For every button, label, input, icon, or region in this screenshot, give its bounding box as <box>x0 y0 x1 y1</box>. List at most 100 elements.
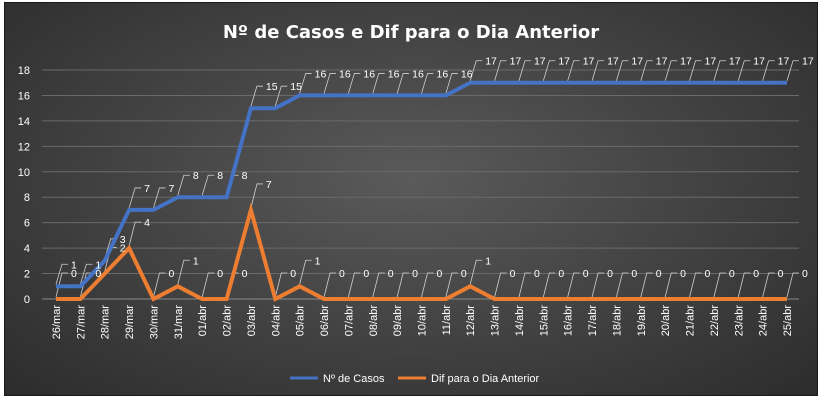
data-label-dif: 0 <box>680 268 686 280</box>
leader-line-dif <box>421 272 434 298</box>
leader-line-dif <box>518 272 531 298</box>
x-tick-label: 15/abr <box>538 305 550 337</box>
data-label-casos: 17 <box>778 56 790 68</box>
leader-line-dif <box>762 272 775 298</box>
leader-line-casos <box>494 60 507 81</box>
leader-line-dif <box>786 272 799 298</box>
data-label-casos: 3 <box>120 234 126 246</box>
x-tick-label: 05/abr <box>295 305 307 337</box>
leader-line-dif <box>616 272 629 298</box>
data-label-dif: 0 <box>388 268 394 280</box>
data-label-casos: 15 <box>290 81 302 93</box>
data-label-dif: 0 <box>558 268 564 280</box>
x-tick-label: 03/abr <box>246 305 258 337</box>
leader-line-dif <box>494 272 507 298</box>
series-line-numero-casos <box>56 80 787 289</box>
x-tick-label: 01/abr <box>197 305 209 337</box>
data-label-casos: 16 <box>339 68 351 80</box>
data-label-casos: 16 <box>437 68 449 80</box>
leader-line-casos <box>591 60 605 81</box>
data-label-dif: 1 <box>315 255 321 267</box>
data-label-dif: 0 <box>339 268 345 280</box>
leader-line-dif <box>542 272 556 298</box>
x-tick-label: 11/abr <box>441 305 453 336</box>
x-tick-label: 02/abr <box>222 305 234 337</box>
data-label-dif: 0 <box>583 268 589 280</box>
leader-line-dif <box>177 259 190 285</box>
data-label-dif: 0 <box>437 268 443 280</box>
leader-line-casos <box>567 60 580 81</box>
leader-line-dif <box>299 259 312 285</box>
data-label-dif: 0 <box>168 268 174 280</box>
data-label-dif: 4 <box>144 217 150 229</box>
data-label-dif: 0 <box>242 268 248 280</box>
leader-line-dif <box>640 272 653 298</box>
data-label-dif: 2 <box>120 243 126 255</box>
x-tick-label: 09/abr <box>392 305 404 337</box>
leader-line-casos <box>348 73 361 94</box>
leader-line-dif <box>567 272 580 298</box>
x-tick-label: 30/mar <box>148 305 160 340</box>
data-label-casos: 7 <box>144 183 150 195</box>
leader-line-casos <box>518 60 531 81</box>
y-tick-label: 2 <box>24 269 30 281</box>
series-line-dif-dia-anterior <box>56 202 787 302</box>
x-tick-label: 13/abr <box>490 305 502 337</box>
leader-line-casos <box>55 263 68 285</box>
data-label-casos: 15 <box>266 81 278 93</box>
x-axis: 26/mar 27/mar 28/mar 29/mar 30/mar 31/mar 01/a… <box>51 305 794 340</box>
x-tick-label: 18/abr <box>611 305 623 337</box>
leader-line-casos <box>250 85 263 107</box>
x-tick-label: 24/abr <box>758 305 770 337</box>
data-label-dif: 0 <box>631 268 637 280</box>
leader-line-casos <box>664 60 678 81</box>
leader-line-dif <box>689 272 702 298</box>
x-tick-label: 12/abr <box>465 305 477 337</box>
legend-label-casos: Nº de Casos <box>323 373 385 385</box>
data-label-dif: 0 <box>534 268 540 280</box>
leader-line-casos <box>542 60 556 81</box>
x-tick-label: 28/mar <box>100 305 112 340</box>
data-label-dif: 0 <box>461 268 467 280</box>
data-label-casos: 17 <box>534 56 546 68</box>
data-label-casos: 17 <box>705 56 717 68</box>
data-label-casos: 16 <box>363 68 375 80</box>
data-label-casos: 17 <box>558 56 570 68</box>
y-tick-label: 6 <box>24 218 30 230</box>
leader-line-dif <box>201 272 215 298</box>
x-tick-label: 25/abr <box>782 305 794 337</box>
leader-line-casos <box>713 60 726 81</box>
data-label-dif: 0 <box>95 268 101 280</box>
x-tick-label: 14/abr <box>514 305 526 337</box>
leader-line-dif <box>591 272 605 298</box>
leader-line-casos <box>372 73 385 94</box>
y-tick-label: 16 <box>18 90 30 102</box>
y-tick-label: 0 <box>24 294 30 306</box>
gridlines <box>42 69 799 300</box>
data-label-dif: 0 <box>753 268 759 280</box>
y-tick-label: 8 <box>24 192 30 204</box>
x-tick-label: 07/abr <box>343 305 355 337</box>
y-axis: 0 2 4 6 8 10 12 14 16 18 <box>18 65 30 306</box>
data-label-casos: 16 <box>315 68 327 80</box>
leader-line-casos <box>786 60 799 81</box>
y-tick-label: 4 <box>24 243 30 255</box>
data-label-casos: 7 <box>168 183 174 195</box>
data-label-casos: 17 <box>656 56 668 68</box>
leader-line-casos <box>689 60 702 81</box>
data-label-dif: 0 <box>729 268 735 280</box>
data-label-casos: 17 <box>802 56 814 68</box>
leader-line-dif <box>372 272 385 298</box>
leader-line-casos <box>737 60 751 81</box>
x-tick-label: 22/abr <box>709 305 721 337</box>
chart-area <box>4 2 818 396</box>
data-label-dif: 1 <box>485 255 491 267</box>
x-tick-label: 10/abr <box>417 305 429 337</box>
data-label-dif: 0 <box>607 268 613 280</box>
leader-line-dif <box>396 272 410 298</box>
legend-label-dif: Dif para o Dia Anterior <box>431 373 540 385</box>
data-label-casos: 16 <box>461 68 473 80</box>
y-tick-label: 18 <box>18 65 30 77</box>
x-tick-label: 23/abr <box>733 305 745 337</box>
